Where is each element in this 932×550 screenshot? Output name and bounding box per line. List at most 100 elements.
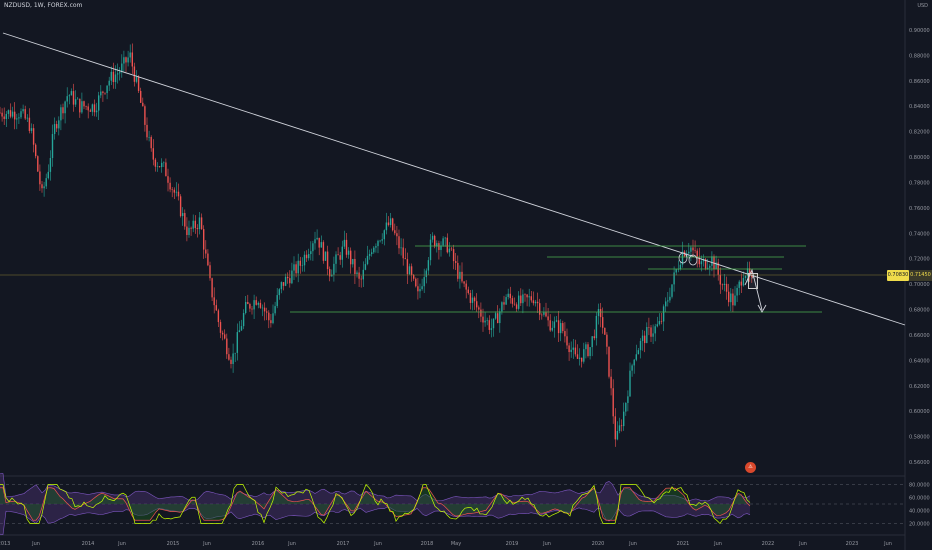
candle-body: [37, 156, 39, 172]
candle-body: [635, 354, 637, 360]
candle-body: [205, 249, 207, 254]
candle-body: [488, 320, 490, 330]
candle-body: [284, 276, 287, 286]
candle-body: [11, 111, 14, 117]
candle-body: [140, 90, 142, 103]
candle-body: [324, 251, 327, 261]
candle-body: [591, 336, 593, 348]
candle-body: [478, 307, 480, 310]
time-axis-label: Jun: [542, 541, 551, 547]
candle-body: [242, 313, 245, 327]
candle-body: [732, 293, 734, 306]
candle-body: [545, 312, 547, 317]
candle-body: [730, 293, 732, 303]
candle-body: [404, 258, 406, 260]
candle-body: [648, 327, 650, 328]
candle-body: [87, 106, 89, 111]
candle-body: [413, 275, 415, 279]
candle-body: [329, 269, 331, 277]
candle-body: [497, 313, 499, 324]
candle-body: [492, 318, 495, 329]
candle-body: [446, 237, 448, 253]
candle-body: [154, 159, 157, 167]
candle-body: [339, 255, 341, 260]
candle-body: [301, 265, 304, 266]
price-tick-label: 0.80000: [909, 155, 930, 161]
candle-body: [425, 270, 427, 278]
candle-body: [133, 66, 136, 82]
candle-body: [217, 310, 220, 323]
candle-body: [1, 112, 3, 117]
indicator-tick-label: 60.0000: [909, 496, 930, 502]
time-axis-label: Jun: [798, 541, 807, 547]
candle-body: [293, 264, 295, 271]
candle-body: [419, 289, 421, 292]
candle-body: [22, 109, 24, 112]
candle-body: [352, 258, 354, 265]
candle-body: [209, 265, 211, 279]
candle-body: [440, 245, 442, 250]
candle-body: [144, 106, 146, 125]
price-tick-label: 0.66000: [909, 333, 930, 339]
candle-body: [350, 250, 352, 265]
candle-body: [459, 271, 461, 279]
time-axis-label: Jun: [287, 541, 296, 547]
candle-body: [469, 293, 472, 303]
candle-body: [43, 186, 45, 189]
candle-body: [190, 227, 192, 229]
candle-body: [463, 281, 465, 284]
candle-body: [35, 144, 37, 157]
candle-body: [564, 331, 566, 337]
candle-body: [671, 284, 673, 297]
candle-body: [618, 425, 621, 431]
candle-body: [142, 102, 144, 107]
candle-body: [337, 254, 339, 256]
candle-body: [47, 171, 49, 179]
candle-body: [188, 227, 190, 235]
time-axis-label: 2015: [167, 541, 180, 547]
candle-body: [539, 303, 541, 315]
candle-body: [633, 359, 635, 366]
drawing-label-box[interactable]: A: [748, 273, 758, 289]
highlight-circle: [688, 254, 698, 266]
candle-body: [402, 247, 404, 259]
candle-body: [331, 274, 333, 277]
candle-body: [452, 249, 455, 262]
candle-body: [257, 302, 259, 305]
candle-body: [121, 63, 123, 73]
candle-body: [219, 322, 222, 333]
candle-body: [14, 111, 16, 120]
candle-body: [312, 243, 314, 252]
candle-body: [326, 251, 329, 270]
time-axis-label: 2020: [592, 541, 605, 547]
candle-body: [581, 357, 583, 362]
candle-body: [620, 425, 623, 427]
candle-body: [490, 328, 493, 330]
candle-body: [366, 255, 369, 265]
candle-body: [165, 162, 167, 177]
candle-body: [303, 254, 306, 266]
candle-body: [207, 253, 209, 266]
current-price-tag: 0.70830: [887, 270, 909, 281]
candle-body: [536, 301, 539, 304]
candle-body: [18, 117, 20, 119]
alert-icon[interactable]: ⚠: [745, 462, 756, 473]
candle-body: [375, 246, 377, 248]
candle-body: [45, 178, 47, 187]
candle-body: [347, 250, 350, 255]
candle-body: [637, 350, 640, 355]
candle-body: [16, 118, 18, 120]
candle-body: [192, 220, 194, 229]
candle-body: [385, 222, 388, 231]
symbol-title[interactable]: NZDUSD, 1W, FOREX.com: [4, 2, 83, 9]
candle-body: [711, 256, 713, 266]
candle-body: [280, 282, 283, 290]
candle-body: [728, 291, 730, 303]
candle-body: [551, 327, 553, 331]
candle-body: [389, 218, 392, 226]
candle-body: [266, 311, 268, 313]
candle-body: [746, 268, 749, 276]
descending-trendline: [2, 32, 906, 326]
